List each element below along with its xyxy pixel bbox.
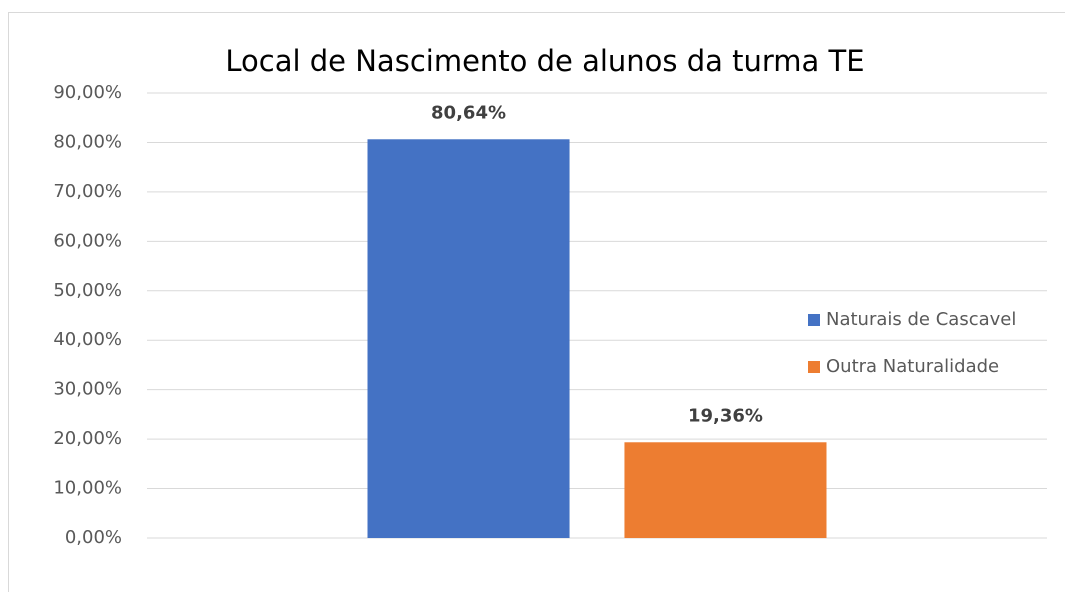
y-tick-label: 80,00%: [53, 131, 122, 152]
y-tick-label: 70,00%: [53, 181, 122, 202]
data-label: 80,64%: [431, 102, 506, 123]
y-tick-label: 90,00%: [53, 82, 122, 103]
y-tick-label: 40,00%: [53, 329, 122, 350]
chart-title: Local de Nascimento de alunos da turma T…: [225, 44, 864, 78]
y-tick-label: 20,00%: [53, 428, 122, 449]
bar: [624, 442, 827, 538]
y-tick-label: 10,00%: [53, 478, 122, 499]
y-tick-label: 0,00%: [65, 527, 122, 548]
legend-swatch: [808, 314, 820, 326]
bar: [367, 139, 570, 538]
y-tick-label: 30,00%: [53, 379, 122, 400]
legend-label: Outra Naturalidade: [826, 356, 999, 377]
y-tick-label: 60,00%: [53, 230, 122, 251]
legend-label: Naturais de Cascavel: [826, 309, 1016, 330]
data-label: 19,36%: [688, 405, 763, 426]
legend-swatch: [808, 361, 820, 373]
y-tick-label: 50,00%: [53, 280, 122, 301]
